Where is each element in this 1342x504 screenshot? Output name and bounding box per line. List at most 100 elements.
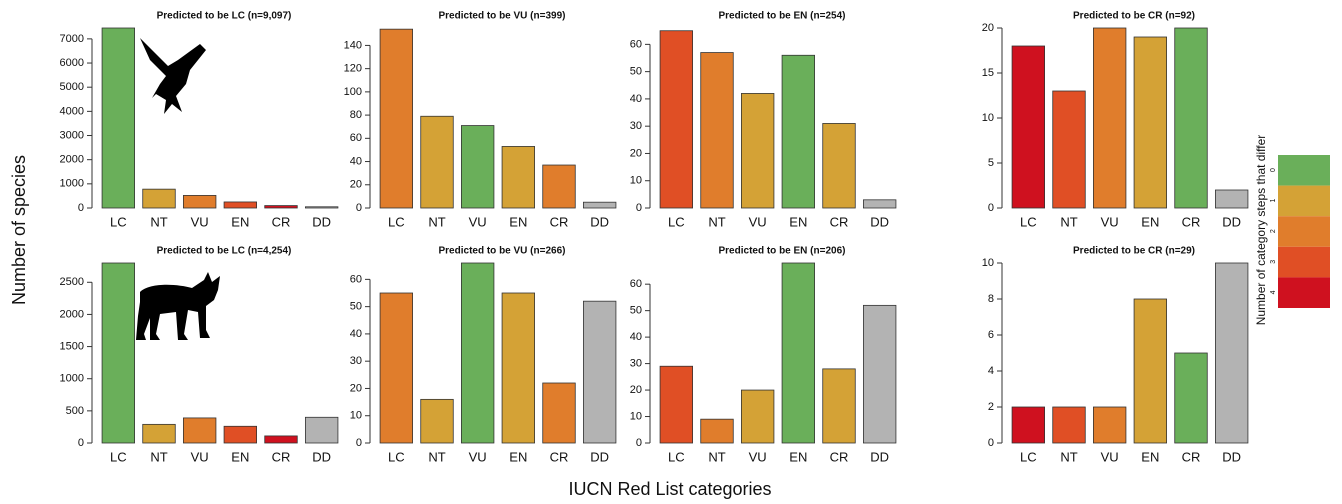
y-tick-label: 1500 (60, 340, 84, 352)
y-tick-label: 10 (982, 257, 994, 269)
y-tick-label: 140 (344, 39, 362, 51)
y-tick-label: 40 (350, 328, 362, 340)
bar (823, 123, 856, 208)
x-tick-label: LC (388, 214, 405, 229)
y-tick-label: 15 (982, 67, 994, 79)
bar (461, 126, 494, 208)
bar (583, 202, 616, 208)
legend-label: 3 (1270, 260, 1277, 264)
legend-swatch (1278, 277, 1330, 308)
bar (1175, 353, 1208, 443)
bar (183, 418, 216, 443)
x-tick-label: NT (1060, 449, 1077, 464)
y-tick-label: 0 (78, 437, 84, 449)
y-tick-label: 2000 (60, 308, 84, 320)
legend-swatch (1278, 155, 1330, 186)
bar (863, 200, 896, 208)
bar (1093, 28, 1126, 208)
legend-swatch (1278, 216, 1330, 247)
bar (1012, 46, 1045, 208)
x-tick-label: EN (231, 214, 249, 229)
y-tick-label: 20 (350, 179, 362, 191)
x-tick-label: EN (1141, 214, 1159, 229)
y-tick-label: 500 (66, 405, 84, 417)
x-tick-label: DD (870, 214, 889, 229)
bar (502, 293, 535, 443)
y-tick-label: 30 (630, 120, 642, 132)
legend-swatch (1278, 247, 1330, 278)
legend-title: Number of category steps that differ (1254, 135, 1268, 326)
bar (421, 399, 454, 443)
bar (265, 436, 298, 443)
x-tick-label: EN (789, 449, 807, 464)
panel-title: Predicted to be CR (n=92) (1073, 11, 1195, 22)
y-tick-label: 0 (988, 202, 994, 214)
bar (782, 55, 815, 208)
bar (1175, 28, 1208, 208)
bar (543, 383, 576, 443)
bar (543, 165, 576, 208)
bar (143, 424, 176, 443)
bar (1134, 37, 1167, 208)
y-tick-label: 2500 (60, 276, 84, 288)
x-tick-label: EN (789, 214, 807, 229)
y-tick-label: 60 (350, 132, 362, 144)
panel-title: Predicted to be LC (n=9,097) (157, 11, 292, 22)
y-tick-label: 1000 (60, 178, 84, 190)
figure: Number of species IUCN Red List categori… (0, 0, 1342, 504)
bar (660, 31, 693, 208)
legend-label: 2 (1270, 229, 1277, 233)
x-tick-label: CR (1182, 449, 1201, 464)
bar (380, 29, 413, 208)
x-tick-label: VU (1101, 449, 1119, 464)
panel-title: Predicted to be CR (n=29) (1073, 246, 1195, 257)
bar (102, 263, 135, 443)
x-tick-label: NT (428, 214, 445, 229)
x-tick-label: NT (428, 449, 445, 464)
y-tick-label: 50 (630, 66, 642, 78)
x-tick-label: CR (830, 449, 849, 464)
y-tick-label: 5 (988, 157, 994, 169)
y-tick-label: 60 (350, 273, 362, 285)
bar (1053, 407, 1086, 443)
x-tick-label: NT (150, 449, 167, 464)
y-tick-label: 10 (982, 112, 994, 124)
x-tick-label: VU (469, 214, 487, 229)
y-tick-label: 0 (988, 437, 994, 449)
x-tick-label: VU (749, 449, 767, 464)
y-tick-label: 0 (636, 202, 642, 214)
y-tick-label: 0 (78, 202, 84, 214)
bar (143, 189, 176, 208)
x-tick-label: CR (830, 214, 849, 229)
x-tick-label: EN (509, 449, 527, 464)
y-tick-label: 3000 (60, 129, 84, 141)
bar (701, 419, 734, 443)
x-tick-label: DD (312, 449, 331, 464)
x-tick-label: NT (150, 214, 167, 229)
x-tick-label: DD (870, 449, 889, 464)
x-tick-label: LC (1020, 449, 1037, 464)
bar (183, 195, 216, 208)
y-tick-label: 8 (988, 293, 994, 305)
x-tick-label: EN (509, 214, 527, 229)
y-tick-label: 60 (630, 278, 642, 290)
x-tick-label: CR (272, 449, 291, 464)
y-tick-label: 5000 (60, 81, 84, 93)
x-tick-label: DD (312, 214, 331, 229)
x-tick-label: VU (469, 449, 487, 464)
bar (741, 93, 774, 208)
y-tick-label: 80 (350, 109, 362, 121)
y-tick-label: 30 (630, 357, 642, 369)
y-tick-label: 4000 (60, 105, 84, 117)
y-tick-label: 0 (636, 437, 642, 449)
legend-label: 1 (1270, 199, 1277, 203)
eagle-silhouette (140, 38, 206, 114)
bar (701, 53, 734, 208)
x-tick-label: CR (1182, 214, 1201, 229)
bar (823, 369, 856, 443)
bar (583, 301, 616, 443)
y-tick-label: 4 (988, 365, 994, 377)
x-tick-label: NT (708, 449, 725, 464)
y-tick-label: 20 (630, 147, 642, 159)
x-tick-label: VU (749, 214, 767, 229)
